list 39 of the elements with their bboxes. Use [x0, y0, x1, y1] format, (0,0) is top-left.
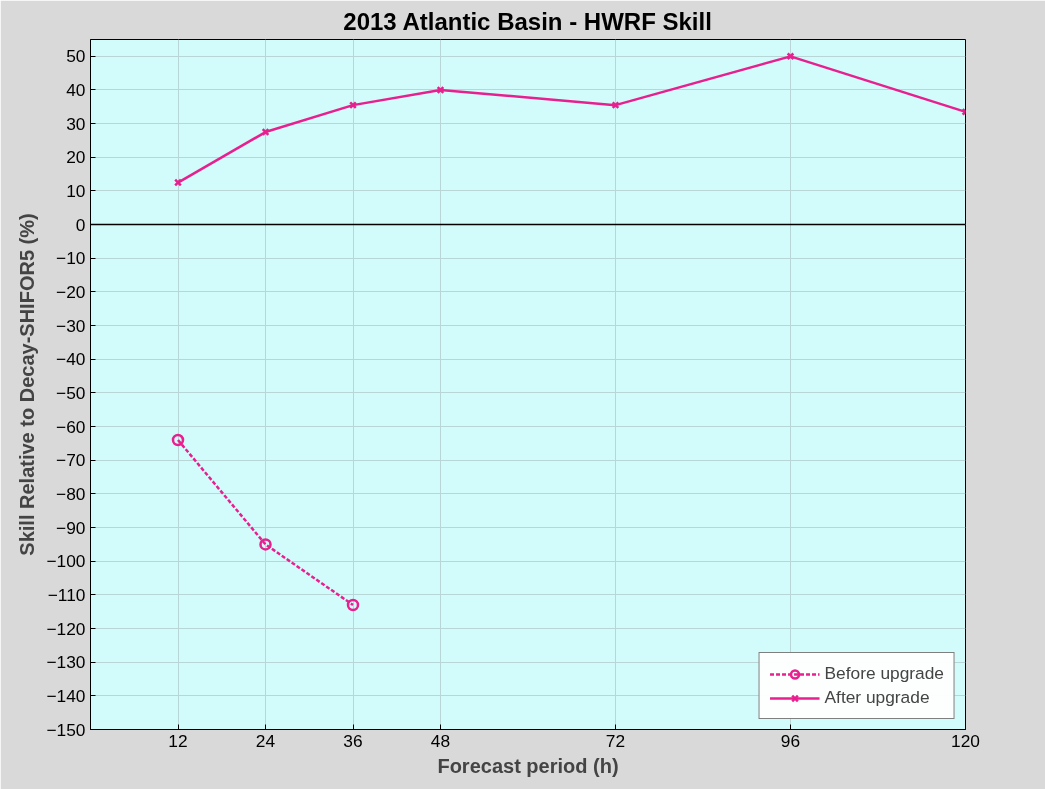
point [611, 101, 620, 110]
point [261, 127, 270, 137]
x-tick-label: 24 [255, 730, 276, 751]
y-tick-label: −60 [56, 416, 86, 437]
y-tick-label: −80 [56, 483, 86, 504]
y-tick-label: −10 [56, 248, 86, 269]
point [259, 538, 272, 551]
y-tick-label: −110 [47, 584, 86, 605]
x-axis-title: Forecast period (h) [437, 754, 619, 777]
legend-label: After upgrade [824, 687, 930, 708]
y-tick-label: 30 [66, 113, 86, 134]
chart-title: 2013 Atlantic Basin - HWRF Skill [343, 7, 712, 35]
y-tick-label: −130 [46, 652, 86, 673]
x-tick-label: 120 [951, 730, 980, 751]
y-tick-label: 20 [66, 147, 86, 168]
x-tick-label: 96 [780, 730, 801, 751]
point [171, 433, 185, 447]
x-tick-label: 72 [605, 730, 626, 751]
y-tick-label: −140 [46, 685, 86, 706]
y-tick-label: −20 [56, 281, 86, 302]
y-tick-label: −70 [56, 450, 86, 471]
y-tick-label: −40 [56, 349, 86, 370]
y-tick-label: −50 [56, 382, 86, 403]
point [436, 85, 445, 95]
x-tick-label: 48 [430, 730, 451, 751]
y-tick-label: −150 [46, 719, 86, 740]
y-tick-label: 10 [66, 180, 86, 201]
y-tick-label: −30 [56, 315, 86, 336]
y-tick-label: −100 [46, 551, 86, 572]
y-axis-title: Skill Relative to Decay-SHIFOR5 (%) [16, 213, 39, 556]
legend-label: Before upgrade [824, 663, 944, 684]
y-tick-label: 0 [75, 214, 86, 235]
x-tick-label: 12 [168, 730, 188, 751]
y-tick-label: −90 [56, 517, 86, 538]
y-tick-label: 40 [66, 79, 86, 100]
point [346, 598, 360, 612]
y-tick-label: −120 [46, 618, 86, 639]
x-tick-label: 36 [343, 730, 363, 751]
y-tick-label: 50 [66, 46, 86, 67]
